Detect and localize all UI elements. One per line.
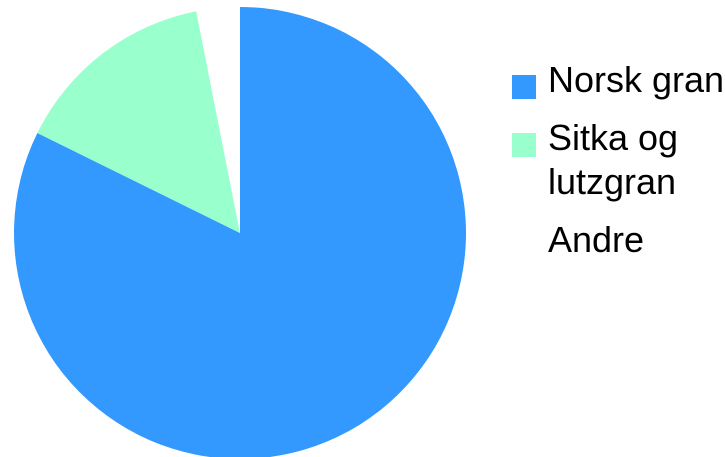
legend-item-andre: Andre <box>512 218 725 262</box>
legend: Norsk gran Sitka og lutzgran Andre <box>512 58 725 262</box>
legend-item-norsk-gran: Norsk gran <box>512 58 725 102</box>
legend-swatch-norsk-gran <box>512 75 536 99</box>
legend-label-andre: Andre <box>548 219 645 260</box>
legend-item-sitka-og-lutzgran: Sitka og lutzgran <box>512 116 725 204</box>
legend-label-norsk-gran: Norsk gran <box>548 59 725 100</box>
pie-slice-andre <box>196 6 240 233</box>
legend-label-sitka-og-lutzgran: Sitka og lutzgran <box>548 117 679 202</box>
pie-slice-sitka-og-lutzgran <box>37 11 240 233</box>
legend-swatch-sitka-og-lutzgran <box>512 133 536 157</box>
pie-slice-norsk-gran <box>14 7 466 457</box>
pie-slices <box>14 6 466 457</box>
legend-swatch-andre <box>512 235 536 259</box>
